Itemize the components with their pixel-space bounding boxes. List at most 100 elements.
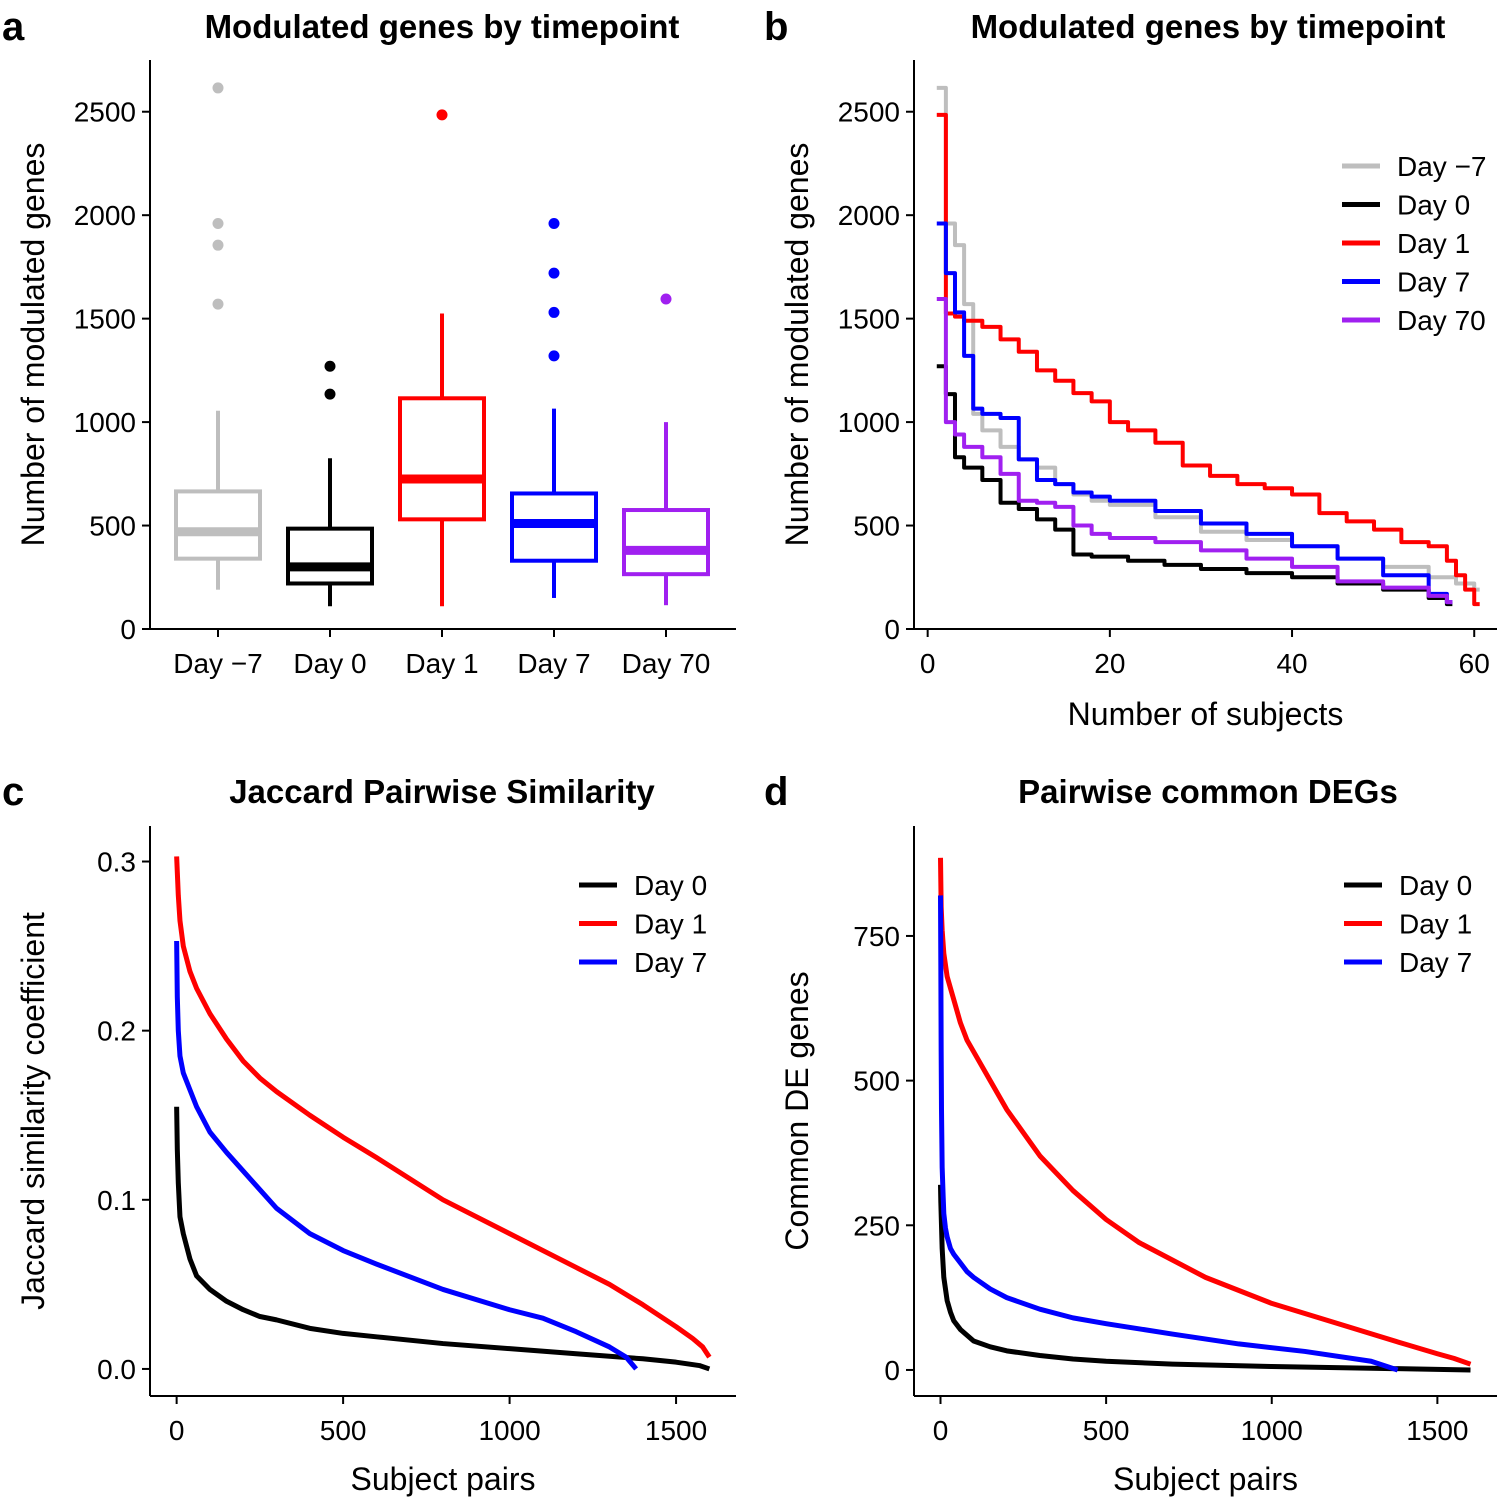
- series-line-day-7: [938, 895, 1399, 1373]
- x-axis-title: Subject pairs: [1113, 1461, 1298, 1497]
- y-tick-label: 1000: [838, 407, 900, 438]
- y-tick-label: 250: [853, 1210, 900, 1241]
- legend-label: Day 7: [634, 947, 707, 978]
- x-tick-label: 1000: [1241, 1415, 1303, 1446]
- y-axis-title: Jaccard similarity coefficient: [15, 912, 51, 1310]
- y-tick-label: 500: [853, 511, 900, 542]
- outlier-point: [212, 217, 224, 229]
- iqr-box: [622, 508, 710, 577]
- outlier-point: [212, 82, 224, 94]
- box-3: [510, 217, 598, 598]
- legend-label: Day 1: [634, 909, 707, 940]
- x-tick-label: 1500: [1406, 1415, 1468, 1446]
- y-tick-label: 0.0: [97, 1354, 136, 1385]
- panel-d-title: Pairwise common DEGs: [1018, 773, 1398, 810]
- x-axis-title: Subject pairs: [351, 1461, 536, 1497]
- panel-a-boxplot: a Modulated genes by timepoint 0 500 1000 1…: [2, 5, 736, 679]
- panel-d-line-chart: d Pairwise common DEGs 0 250 500 750 0 500 100…: [764, 770, 1497, 1497]
- y-axis-title: Number of modulated genes: [15, 143, 51, 547]
- series-line-day-70: [936, 296, 1453, 605]
- outlier-point: [548, 306, 560, 318]
- series-line-day-7: [936, 221, 1453, 605]
- x-axis-title: Number of subjects: [1068, 696, 1344, 732]
- y-tick-label: 2500: [74, 97, 136, 128]
- legend-label: Day 7: [1397, 267, 1470, 298]
- outlier-point: [548, 267, 560, 279]
- panel-c-title: Jaccard Pairwise Similarity: [229, 773, 655, 810]
- series-line-day-7: [174, 940, 639, 1371]
- panel-b-plot-area: 0 500 1000 1500 2000 2500 0 20 40 60 Number of mod…: [779, 60, 1497, 732]
- panel-a-title: Modulated genes by timepoint: [205, 8, 680, 45]
- iqr-box: [174, 489, 262, 561]
- legend-label: Day 70: [1397, 305, 1486, 336]
- x-tick-label: 0: [933, 1415, 949, 1446]
- series-line-day-1: [936, 112, 1480, 607]
- outlier-point: [324, 360, 336, 372]
- legend-label: Day 0: [634, 870, 707, 901]
- x-tick-label: Day 0: [293, 648, 366, 679]
- y-tick-label: 2000: [838, 200, 900, 231]
- legend-label: Day 0: [1399, 870, 1472, 901]
- outlier-point: [660, 293, 672, 305]
- panel-d-plot-area: 0 250 500 750 0 500 1000 1500 Common DE genes Sub…: [779, 826, 1497, 1497]
- box-4: [622, 293, 710, 606]
- iqr-box: [398, 396, 486, 522]
- outlier-point: [324, 388, 336, 400]
- box-0: [174, 82, 262, 590]
- x-tick-label: 60: [1459, 648, 1490, 679]
- x-tick-label: Day 7: [517, 648, 590, 679]
- outlier-point: [548, 217, 560, 229]
- x-tick-label: Day 70: [622, 648, 711, 679]
- y-tick-label: 500: [853, 1066, 900, 1097]
- panel-c-label: c: [2, 770, 24, 814]
- y-tick-label: 750: [853, 921, 900, 952]
- x-tick-label: 0: [920, 648, 936, 679]
- y-tick-label: 1000: [74, 407, 136, 438]
- panel-a-plot-area: 0 500 1000 1500 2000 2500 Day −7 Day 0 Day 1 Day …: [15, 60, 736, 679]
- outlier-point: [212, 298, 224, 310]
- panel-b-label: b: [764, 5, 788, 49]
- x-tick-label: 40: [1276, 648, 1307, 679]
- y-tick-label: 0: [884, 1355, 900, 1386]
- y-tick-label: 2000: [74, 200, 136, 231]
- y-tick-label: 2500: [838, 97, 900, 128]
- outlier-point: [212, 239, 224, 251]
- iqr-box: [286, 526, 374, 586]
- outlier-point: [436, 109, 448, 121]
- panel-b-title: Modulated genes by timepoint: [971, 8, 1446, 45]
- panel-a-label: a: [2, 5, 25, 49]
- x-tick-label: 0: [169, 1415, 185, 1446]
- y-axis-title: Number of modulated genes: [779, 143, 815, 547]
- x-tick-label: 1000: [478, 1415, 540, 1446]
- x-tick-label: 500: [320, 1415, 367, 1446]
- series-line-day-1: [938, 857, 1472, 1367]
- y-tick-label: 0: [120, 614, 136, 645]
- panel-b-step-lines: b Modulated genes by timepoint 0 500 1000 1…: [764, 5, 1497, 732]
- y-axis-title: Common DE genes: [779, 971, 815, 1250]
- panel-c-line-chart: c Jaccard Pairwise Similarity 0.00.10.20…: [2, 770, 736, 1497]
- y-tick-label: 0: [884, 614, 900, 645]
- legend-label: Day 7: [1399, 947, 1472, 978]
- x-tick-label: Day −7: [173, 648, 263, 679]
- x-tick-label: 500: [1083, 1415, 1130, 1446]
- x-tick-label: 1500: [645, 1415, 707, 1446]
- box-2: [398, 109, 486, 607]
- series-line-day-1: [174, 856, 712, 1359]
- legend-label: Day 1: [1397, 228, 1470, 259]
- legend-label: Day 0: [1397, 190, 1470, 221]
- y-tick-label: 0.2: [97, 1016, 136, 1047]
- y-tick-label: 500: [89, 511, 136, 542]
- y-tick-label: 1500: [838, 304, 900, 335]
- box-1: [286, 360, 374, 607]
- series-line-day-0: [938, 1184, 1471, 1373]
- x-tick-label: Day 1: [405, 648, 478, 679]
- legend-label: Day 1: [1399, 909, 1472, 940]
- series-line-day-0: [936, 364, 1453, 607]
- y-tick-label: 0.1: [97, 1185, 136, 1216]
- panel-d-label: d: [764, 770, 788, 814]
- panel-c-plot-area: 0.0 0.1 0.2 0.3 0 500 1000 1500 Jaccard similari…: [15, 826, 736, 1497]
- series-line-day-0: [174, 1106, 711, 1372]
- y-tick-label: 1500: [74, 304, 136, 335]
- y-tick-label: 0.3: [97, 847, 136, 878]
